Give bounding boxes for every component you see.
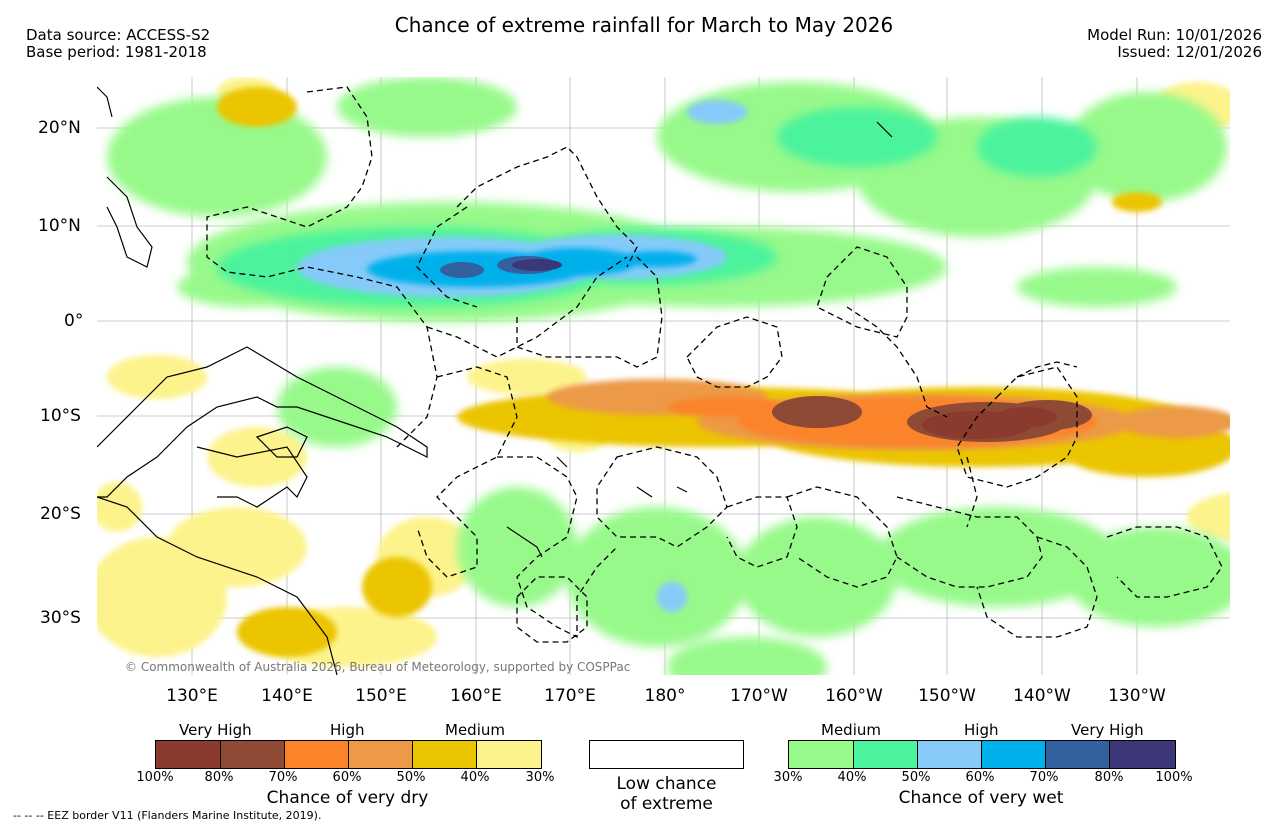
data-source-label: Data source: ACCESS-S2 [26, 26, 211, 44]
rainfall-map: © Commonwealth of Australia 2026, Bureau… [97, 77, 1230, 675]
dry-swatch-6 [476, 741, 541, 768]
low-chance-swatch [589, 740, 744, 769]
lon-label-130w: 130°W [1108, 686, 1166, 706]
wet-tick-70: 70% [1029, 770, 1059, 785]
map-title: Chance of extreme rainfall for March to … [394, 13, 894, 37]
wet-colorbar [788, 740, 1176, 769]
wet-heading-medium: Medium [821, 721, 881, 739]
lat-label-10s: 10°S [40, 406, 81, 426]
lon-label-160e: 160°E [450, 686, 502, 706]
dry-swatch-5 [412, 741, 477, 768]
copyright-text: © Commonwealth of Australia 2026, Bureau… [125, 660, 630, 674]
wet-70-100-areas [440, 256, 562, 278]
lon-label-180: 180° [644, 686, 686, 706]
wet-tick-80: 80% [1094, 770, 1124, 785]
dry-heading-medium: Medium [445, 721, 505, 739]
model-run-label: Model Run: 10/01/2026 [1087, 26, 1262, 44]
dry-colorbar [155, 740, 542, 769]
dry-heading-high: High [330, 721, 365, 739]
dry-heading-very-high: Very High [179, 721, 252, 739]
lon-label-140w: 140°W [1013, 686, 1071, 706]
lon-label-150w: 150°W [918, 686, 976, 706]
eez-borders [206, 86, 1223, 643]
lon-label-150e: 150°E [355, 686, 407, 706]
dry-tick-60: 60% [332, 770, 362, 785]
low-chance-caption-2: of extreme [620, 794, 713, 814]
dry-legend-caption: Chance of very dry [266, 788, 429, 808]
coastlines [97, 86, 893, 675]
wet-swatch-6 [1109, 741, 1175, 768]
map-panel[interactable]: © Commonwealth of Australia 2026, Bureau… [97, 77, 1230, 675]
lon-label-170e: 170°E [544, 686, 596, 706]
lon-label-140e: 140°E [261, 686, 313, 706]
dry-swatch-1 [156, 741, 220, 768]
wet-swatch-5 [1045, 741, 1110, 768]
lon-label-130e: 130°E [166, 686, 218, 706]
lat-label-20s: 20°S [40, 504, 81, 524]
dry-swatch-3 [284, 741, 349, 768]
wet-swatch-3 [917, 741, 982, 768]
low-chance-caption-1: Low chance [616, 774, 717, 794]
wet-legend-caption: Chance of very wet [898, 788, 1064, 808]
base-period-label: Base period: 1981-2018 [26, 43, 207, 61]
issued-label: Issued: 12/01/2026 [1117, 43, 1262, 61]
wet-tick-50: 50% [901, 770, 931, 785]
wet-tick-100: 100% [1155, 770, 1193, 785]
dry-tick-50: 50% [396, 770, 426, 785]
wet-swatch-1 [789, 741, 853, 768]
dry-swatch-2 [220, 741, 285, 768]
lat-label-20n: 20°N [38, 118, 81, 138]
lat-label-0: 0° [64, 311, 84, 331]
lat-label-30s: 30°S [40, 608, 81, 628]
wet-swatch-4 [981, 741, 1046, 768]
wet-swatch-2 [853, 741, 918, 768]
dry-tick-30: 30% [525, 770, 555, 785]
wet-heading-high: High [964, 721, 999, 739]
dry-tick-100: 100% [136, 770, 174, 785]
lon-label-160w: 160°W [825, 686, 883, 706]
eez-footnote: -- -- -- EEZ border V11 (Flanders Marine… [13, 809, 322, 822]
dry-tick-80: 80% [204, 770, 234, 785]
wet-tick-60: 60% [965, 770, 995, 785]
wet-tick-30: 30% [773, 770, 803, 785]
lat-label-10n: 10°N [38, 216, 81, 236]
dry-tick-40: 40% [460, 770, 490, 785]
dry-tick-70: 70% [268, 770, 298, 785]
dry-70-100-areas [772, 396, 1092, 442]
wet-heading-very-high: Very High [1071, 721, 1144, 739]
wet-tick-40: 40% [837, 770, 867, 785]
lon-label-170w: 170°W [730, 686, 788, 706]
dry-swatch-4 [348, 741, 413, 768]
